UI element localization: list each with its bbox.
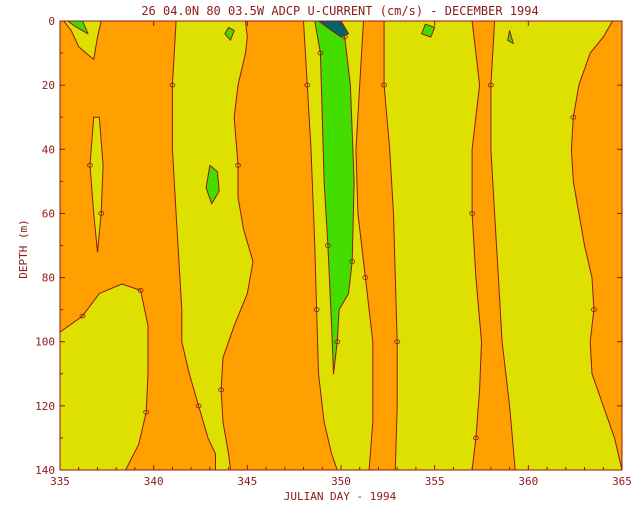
y-axis-label: DEPTH (m) bbox=[17, 219, 30, 279]
contour-region-mid-9 bbox=[314, 21, 355, 375]
x-axis-label: JULIAN DAY - 1994 bbox=[284, 490, 397, 503]
y-tick-label: 20 bbox=[42, 79, 55, 92]
contour-label-marker bbox=[304, 82, 311, 88]
contour-region-low-3 bbox=[171, 21, 254, 470]
contour-label-marker bbox=[79, 313, 86, 319]
contour-label-marker bbox=[169, 82, 176, 88]
contour-label-marker bbox=[469, 211, 476, 216]
contour-label-marker bbox=[218, 387, 225, 393]
contour-region-mid-7 bbox=[67, 21, 89, 35]
chart-title: 26 04.0N 80 03.5W ADCP U-CURRENT (cm/s) … bbox=[141, 4, 538, 18]
contour-label-marker bbox=[394, 339, 401, 345]
x-tick-label: 360 bbox=[518, 475, 538, 488]
contour-label-marker bbox=[591, 307, 597, 313]
contour-region-mid-11 bbox=[421, 23, 436, 38]
y-tick-label: 40 bbox=[42, 143, 55, 156]
contour-region-low-5 bbox=[383, 21, 482, 470]
contour-label-marker bbox=[472, 435, 479, 441]
x-tick-label: 350 bbox=[331, 475, 351, 488]
y-tick-label: 140 bbox=[35, 464, 55, 477]
contour-region-low-6 bbox=[490, 21, 622, 470]
y-tick-label: 80 bbox=[42, 272, 55, 285]
contour-region-low-1 bbox=[89, 116, 104, 253]
x-tick-label: 355 bbox=[425, 475, 445, 488]
contour-label-marker bbox=[235, 162, 241, 168]
contour-label-marker bbox=[137, 287, 144, 293]
contour-label-marker bbox=[349, 259, 356, 264]
x-tick-label: 365 bbox=[612, 475, 632, 488]
contour-label-marker bbox=[87, 162, 93, 168]
contour-label-marker bbox=[317, 50, 324, 56]
x-tick-label: 340 bbox=[144, 475, 164, 488]
contour-label-marker bbox=[334, 339, 341, 345]
y-tick-label: 100 bbox=[35, 336, 55, 349]
axes: 335 340 345 350 355 360 365 0 20 40 60 80 100 120 140 bbox=[35, 15, 632, 488]
contour-region-low-0 bbox=[63, 21, 102, 60]
y-tick-label: 60 bbox=[42, 207, 55, 220]
contour-label-marker bbox=[98, 211, 105, 216]
contour-label-marker bbox=[570, 114, 577, 120]
contour-label-marker bbox=[362, 275, 369, 280]
contour-region-mid-12 bbox=[507, 30, 514, 44]
contour-label-marker bbox=[324, 243, 331, 248]
contour-label-marker bbox=[487, 82, 494, 88]
contour-region-mid-8 bbox=[205, 164, 220, 205]
contour-label-marker bbox=[143, 409, 150, 415]
contour-regions bbox=[60, 21, 622, 470]
y-tick-label: 120 bbox=[35, 400, 55, 413]
plot-area bbox=[60, 21, 622, 470]
contour-region-low-2 bbox=[60, 283, 149, 470]
contour-label-marker bbox=[313, 307, 320, 313]
x-tick-label: 345 bbox=[237, 475, 257, 488]
y-tick-label: 0 bbox=[48, 15, 55, 28]
contour-region-mid-10 bbox=[224, 26, 235, 41]
x-tick-label: 335 bbox=[50, 475, 70, 488]
contour-label-marker bbox=[381, 82, 387, 88]
contour-label-marker bbox=[195, 403, 202, 409]
